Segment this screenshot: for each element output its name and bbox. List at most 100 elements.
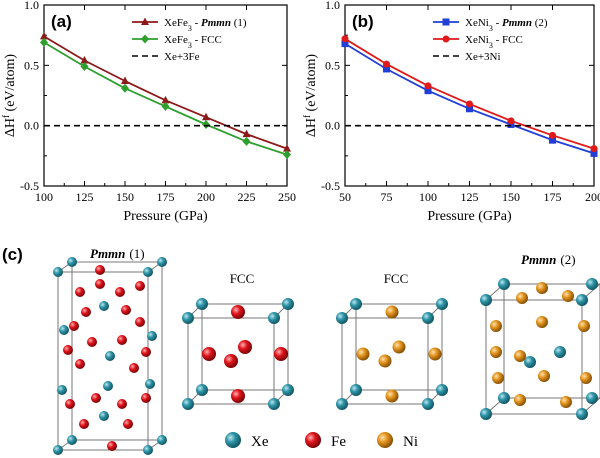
chart-b-series-2-point (341, 35, 349, 43)
chart-a-ytick-label: 1.0 (24, 0, 39, 12)
structure-3-title: FCC (384, 271, 409, 286)
chart-b-xtick-label: 125 (461, 190, 479, 204)
ni-atom (385, 389, 399, 403)
fe-atom (224, 354, 238, 368)
chart-a-legend-marker-2 (141, 34, 149, 44)
chart-a-xtick-label: 200 (197, 190, 215, 204)
ni-atom (514, 394, 526, 406)
fe-atom (141, 393, 151, 403)
chart-a-series-2-point (80, 62, 89, 72)
xe-atom (157, 435, 167, 445)
chart-b-xtick-label: 175 (544, 190, 562, 204)
atom-legend: Xe Fe Ni (225, 432, 418, 450)
xe-atom (67, 435, 77, 445)
fe-atom-label: Fe (331, 434, 346, 450)
xe-atom-label: Xe (251, 434, 269, 450)
ni-atom (378, 354, 392, 368)
ni-atom (385, 305, 399, 319)
xe-atom (498, 392, 510, 404)
chart-a-series-1 (40, 31, 291, 152)
xe-atom-swatch (225, 432, 241, 448)
fe-atom (81, 307, 91, 317)
chart-b-series-2-point (466, 100, 473, 108)
structure-1-title-suffix: (1) (129, 246, 144, 261)
chart-a-panel-label: (a) (51, 12, 72, 31)
chart-b-ytick-label: -0.5 (321, 179, 340, 193)
chart-a-xlabel: Pressure (GPa) (123, 209, 208, 224)
chart-a-series-1-point (283, 144, 291, 152)
chart-a-series-2 (40, 37, 291, 160)
chart-b-xtick-label: 75 (381, 190, 393, 204)
structure-4-pmmn (480, 278, 600, 420)
chart-b-ytick-label: 0.0 (325, 119, 340, 133)
chart-b-series-1-point (590, 149, 598, 157)
xe-atom (182, 312, 194, 324)
chart-a-xtick-label: 100 (35, 190, 53, 204)
ni-atom (578, 320, 590, 332)
chart-b-series-1-point (424, 87, 432, 95)
xe-atom (147, 331, 157, 341)
fe-atom (95, 265, 105, 275)
xe-atom (143, 445, 153, 455)
chart-a-xtick-label: 125 (76, 190, 94, 204)
ni-atom (392, 340, 406, 354)
chart-b-legend-marker-1 (442, 18, 450, 26)
fe-atom (231, 389, 245, 403)
ni-atom-swatch (377, 432, 393, 448)
xe-atom (59, 325, 69, 335)
fe-atom (91, 393, 101, 403)
chart-a-series-2-point (121, 83, 129, 93)
xe-atom (554, 346, 566, 358)
xe-atom (436, 384, 448, 396)
chart-b-series-2 (341, 35, 598, 153)
structure-1-title: Pmmn (1) (90, 246, 145, 261)
chart-b-legend-marker-2 (442, 35, 450, 43)
ni-atom (516, 292, 528, 304)
chart-a-legend-label-2: XeFe3 - FCC (164, 34, 222, 50)
chart-b-legend-label-1: XeNi3 - Pmmn (2) (465, 17, 548, 33)
structure-1-title-main: Pmmn (90, 246, 125, 261)
chart-a-series-1-point (80, 56, 89, 64)
ni-atom (514, 350, 526, 362)
chart-b-frame (344, 4, 595, 187)
xe-atom (157, 257, 167, 267)
xe-atom (182, 398, 194, 410)
fe-atom (69, 321, 79, 331)
fe-atom (129, 363, 139, 373)
structure-2-title: FCC (230, 271, 255, 286)
chart-b-series-2-point (590, 145, 598, 153)
chart-a-xtick-label: 175 (157, 190, 175, 204)
fe-atom (107, 441, 117, 451)
fe-atom (135, 317, 145, 327)
ni-atom (536, 282, 548, 294)
chart-a-series-2-point (40, 37, 48, 47)
xe-atom (53, 267, 63, 277)
chart-a-ytick-label: -0.5 (20, 179, 39, 193)
xe-atom (436, 298, 448, 310)
structure-3-fcc-xeni3 (336, 298, 448, 410)
chart-a-xtick-label: 250 (278, 190, 296, 204)
chart-a-legend-marker-1 (141, 17, 149, 25)
crystal-structures (53, 257, 600, 455)
chart-a-series-2-point (161, 101, 170, 111)
ni-atom (580, 372, 592, 384)
fe-atom (141, 347, 151, 357)
chart-a-series-2-point (242, 136, 251, 146)
xe-atom (105, 351, 115, 361)
xe-atom (57, 385, 67, 395)
fe-atom (117, 335, 127, 345)
fe-atom (63, 345, 73, 355)
xe-atom (282, 298, 294, 310)
xe-atom (336, 312, 348, 324)
fe-atom (75, 287, 85, 297)
xe-atom (99, 411, 109, 421)
ni-atom (356, 347, 370, 361)
xe-atom (576, 408, 588, 420)
ni-atom (428, 347, 442, 361)
fe-atom (135, 281, 145, 291)
ni-atom (536, 316, 548, 328)
chart-b-xtick-label: 200 (585, 190, 600, 204)
chart-b-series-2-point (549, 131, 556, 139)
chart-a-series-1-point (202, 112, 210, 121)
